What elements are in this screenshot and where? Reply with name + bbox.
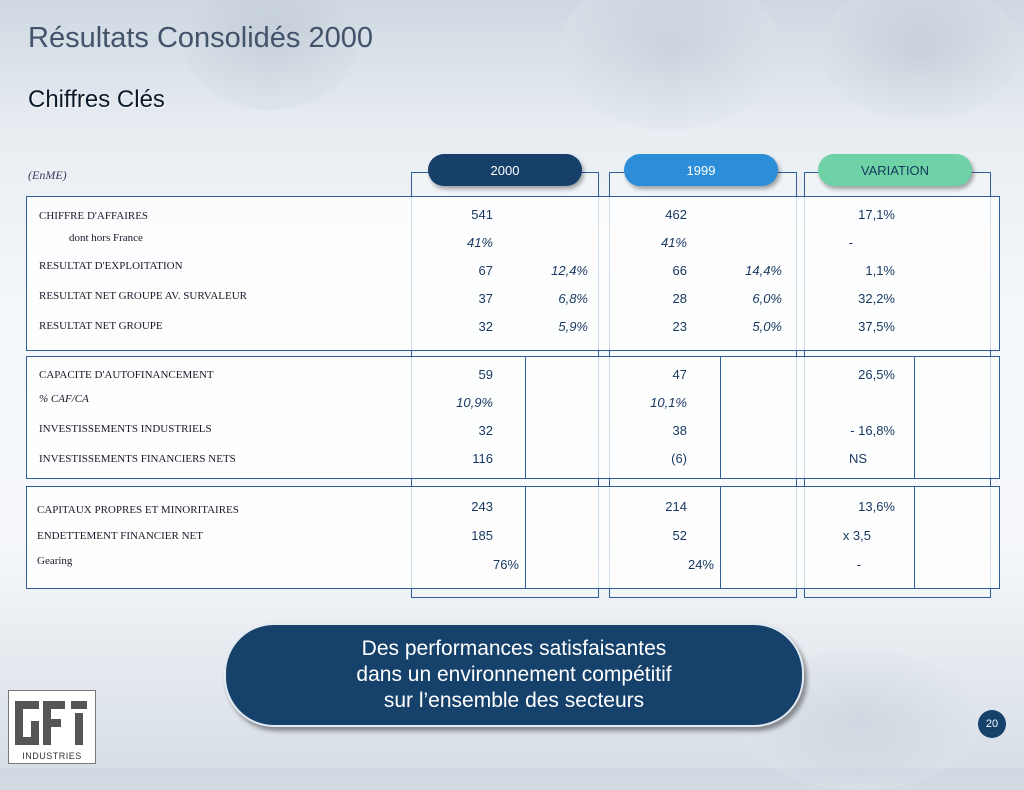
value-variation: 13,6% — [858, 499, 895, 514]
value-2000: 10,9% — [456, 395, 493, 410]
background-decoration — [820, 0, 1020, 120]
value-variation: x 3,5 — [842, 528, 871, 543]
ratio-2000: 6,8% — [558, 291, 588, 306]
value-2000: 59 — [478, 367, 493, 382]
row-label: RESULTAT D'EXPLOITATION — [39, 260, 183, 272]
row-label: INVESTISSEMENTS INDUSTRIELS — [39, 423, 212, 435]
row-label: CAPITAUX PROPRES ET MINORITAIRES — [37, 504, 239, 516]
value-2000: 185 — [471, 528, 493, 543]
background-decoration — [560, 0, 780, 130]
column-header-2000: 2000 — [428, 154, 582, 186]
ratio-1999: 6,0% — [752, 291, 782, 306]
value-1999: 38 — [672, 423, 687, 438]
banner-line: sur l’ensemble des secteurs — [383, 689, 645, 712]
row-label: Gearing — [37, 555, 73, 567]
value-1999: 66 — [672, 263, 687, 278]
value-variation: - — [856, 557, 861, 572]
ratio-1999: 14,4% — [745, 263, 782, 278]
slide-subtitle: Chiffres Clés — [28, 86, 165, 113]
ratio-2000: 5,9% — [558, 319, 588, 334]
unit-label: (EnME) — [28, 168, 67, 182]
column-divider — [914, 487, 915, 588]
page-number: 20 — [978, 710, 1006, 738]
column-divider — [914, 357, 915, 478]
value-2000: 32 — [478, 319, 493, 334]
value-1999: 24% — [687, 557, 714, 572]
column-divider — [525, 357, 526, 478]
row-label: % CAF/CA — [39, 393, 89, 405]
value-2000: 67 — [478, 263, 493, 278]
column-divider — [720, 487, 721, 588]
banner-line: dans un environnement compétitif — [356, 663, 672, 686]
company-logo: INDUSTRIES — [8, 690, 96, 764]
value-variation: 32,2% — [858, 291, 895, 306]
row-label: dont hors France — [69, 232, 143, 244]
banner-line: Des performances satisfaisantes — [361, 637, 667, 660]
value-1999: 47 — [672, 367, 687, 382]
value-1999: 23 — [672, 319, 687, 334]
value-variation: - — [848, 235, 853, 250]
value-2000: 541 — [471, 207, 493, 222]
row-label: ENDETTEMENT FINANCIER NET — [37, 530, 203, 542]
value-2000: 76% — [492, 557, 519, 572]
value-variation: 17,1% — [858, 207, 895, 222]
section-cash-flow: CAPACITE D'AUTOFINANCEMENT 59 47 26,5% %… — [26, 356, 1000, 479]
row-label: CAPACITE D'AUTOFINANCEMENT — [39, 369, 214, 381]
row-label: RESULTAT NET GROUPE — [39, 320, 163, 332]
row-label: INVESTISSEMENTS FINANCIERS NETS — [39, 453, 236, 465]
column-header-1999: 1999 — [624, 154, 778, 186]
value-1999: 10,1% — [650, 395, 687, 410]
background-decoration — [180, 0, 360, 110]
value-1999: (6) — [671, 451, 687, 466]
value-2000: 37 — [478, 291, 493, 306]
slide-title: Résultats Consolidés 2000 — [28, 22, 373, 54]
value-1999: 52 — [672, 528, 687, 543]
value-1999: 214 — [665, 499, 687, 514]
row-label: RESULTAT NET GROUPE AV. SURVALEUR — [39, 290, 248, 302]
value-variation: 1,1% — [865, 263, 895, 278]
value-variation: 26,5% — [858, 367, 895, 382]
row-label: CHIFFRE D'AFFAIRES — [39, 210, 149, 222]
value-1999: 28 — [672, 291, 687, 306]
value-variation: 37,5% — [858, 319, 895, 334]
conclusion-banner: Des performances satisfaisantes dans un … — [224, 623, 804, 727]
column-divider — [525, 487, 526, 588]
ratio-2000: 12,4% — [551, 263, 588, 278]
value-1999: 41% — [660, 235, 687, 250]
column-header-variation: VARIATION — [818, 154, 972, 186]
section-income: CHIFFRE D'AFFAIRES 541 462 17,1% dont ho… — [26, 196, 1000, 351]
value-variation: - 16,8% — [850, 423, 895, 438]
value-2000: 32 — [478, 423, 493, 438]
logo-mark-icon — [15, 701, 87, 745]
value-2000: 116 — [472, 451, 493, 466]
section-balance-sheet: CAPITAUX PROPRES ET MINORITAIRES 243 214… — [26, 486, 1000, 589]
value-2000: 243 — [471, 499, 493, 514]
column-divider — [720, 357, 721, 478]
value-variation: NS — [848, 451, 867, 466]
ratio-1999: 5,0% — [752, 319, 782, 334]
value-2000: 41% — [466, 235, 493, 250]
logo-text: INDUSTRIES — [22, 751, 82, 761]
value-1999: 462 — [665, 207, 687, 222]
